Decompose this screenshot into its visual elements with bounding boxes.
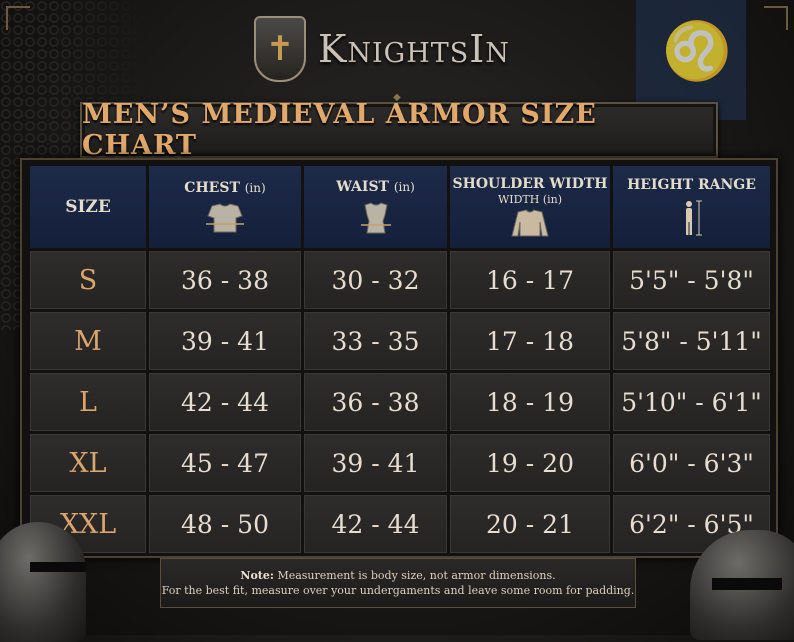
corner-ornament	[6, 6, 30, 30]
lion-icon: ♌	[662, 19, 732, 84]
header-size: SIZE	[30, 166, 146, 248]
waist-cell: 39 - 41	[304, 434, 447, 492]
chest-armor-icon	[206, 203, 244, 233]
waist-cell: 30 - 32	[304, 251, 447, 309]
waist-cell: 42 - 44	[304, 495, 447, 553]
chest-cell: 48 - 50	[149, 495, 301, 553]
shield-icon: ✝	[254, 16, 306, 82]
size-table: SIZE CHEST (in) WAIST (in) SHOULDER WIDT…	[30, 166, 770, 553]
header-label: SIZE	[65, 197, 111, 217]
height-cell: 6'0" - 6'3"	[613, 434, 770, 492]
chest-cell: 42 - 44	[149, 373, 301, 431]
cross-icon: ✝	[265, 29, 295, 69]
header-label: WAIST (in)	[336, 179, 415, 195]
waist-armor-icon	[360, 202, 391, 234]
shoulder-cell: 18 - 19	[450, 373, 610, 431]
helmet-icon	[690, 530, 794, 640]
height-cell: 6'2" - 6'5"	[613, 495, 770, 553]
header-label: SHOULDER WIDTH	[452, 176, 608, 192]
page-title: MEN’S MEDIEVAL ARMOR SIZE CHART	[82, 99, 597, 161]
brand-logo: ✝ KnightsIn	[254, 14, 510, 84]
height-cell: 5'10" - 6'1"	[613, 373, 770, 431]
waist-cell: 36 - 38	[304, 373, 447, 431]
chest-cell: 39 - 41	[149, 312, 301, 370]
size-cell: XL	[30, 434, 146, 492]
height-figure-icon	[685, 200, 702, 236]
header-chest: CHEST (in)	[149, 166, 301, 248]
heraldic-banner: ♌	[636, 0, 746, 120]
helmet-icon	[0, 522, 86, 642]
size-cell: M	[30, 312, 146, 370]
chest-cell: 45 - 47	[149, 434, 301, 492]
note-line-2: For the best fit, measure over your unde…	[161, 584, 635, 597]
note-line-1: Note: Measurement is body size, not armo…	[240, 569, 556, 582]
shoulder-cell: 16 - 17	[450, 251, 610, 309]
title-plate: MEN’S MEDIEVAL ARMOR SIZE CHART	[80, 99, 718, 161]
header-label: CHEST (in)	[184, 180, 266, 196]
chest-cell: 36 - 38	[149, 251, 301, 309]
shoulder-cell: 19 - 20	[450, 434, 610, 492]
corner-ornament	[764, 6, 788, 30]
title-ornament: ◆	[393, 92, 401, 103]
header-waist: WAIST (in)	[304, 166, 447, 248]
shoulder-cell: 20 - 21	[450, 495, 610, 553]
height-cell: 5'8" - 5'11"	[613, 312, 770, 370]
size-cell: L	[30, 373, 146, 431]
header-height-range: HEIGHT RANGE	[613, 166, 770, 248]
header-shoulder-width: SHOULDER WIDTH WIDTH (in)	[450, 166, 610, 248]
waist-cell: 33 - 35	[304, 312, 447, 370]
brand-name: KnightsIn	[318, 27, 510, 71]
size-cell: S	[30, 251, 146, 309]
header-label: HEIGHT RANGE	[627, 177, 756, 193]
fit-note: Note: Measurement is body size, not armo…	[160, 558, 636, 608]
shoulder-cell: 17 - 18	[450, 312, 610, 370]
shoulder-tunic-icon	[511, 209, 549, 237]
height-cell: 5'5" - 5'8"	[613, 251, 770, 309]
header-sublabel: WIDTH (in)	[497, 193, 563, 206]
